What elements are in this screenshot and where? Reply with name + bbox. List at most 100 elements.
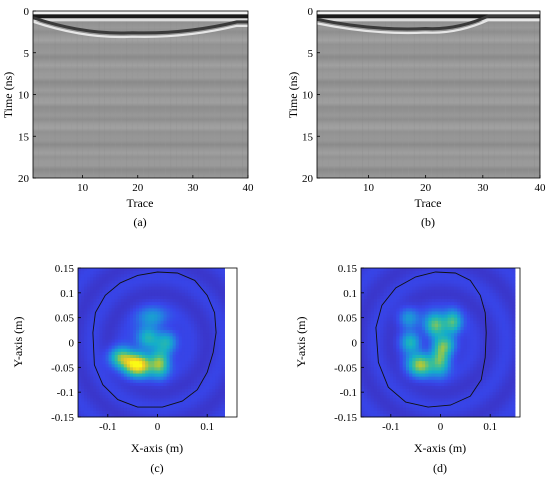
recon-cell [396, 268, 400, 272]
recon-cell [473, 392, 477, 396]
recon-cell [438, 345, 442, 350]
recon-cell [402, 311, 407, 315]
recon-cell [212, 379, 216, 384]
recon-cell [470, 364, 474, 368]
recon-cell [489, 385, 493, 390]
recon-cell [409, 336, 413, 340]
recon-cell [377, 326, 381, 331]
recon-cell [380, 299, 384, 303]
recon-cell [126, 389, 131, 393]
recon-cell [473, 295, 477, 300]
recon-cell [447, 370, 452, 374]
recon-cell [129, 295, 134, 300]
recon-cell [486, 413, 490, 418]
recon-cell [93, 407, 97, 412]
recon-cell [84, 364, 88, 368]
recon-cell [412, 407, 416, 412]
recon-cell [386, 342, 391, 347]
recon-cell [367, 410, 372, 415]
recon-cell [418, 277, 423, 281]
recon-cell [425, 311, 429, 315]
recon-cell [111, 289, 116, 294]
recon-cell [139, 395, 143, 399]
recon-cell [136, 367, 140, 371]
recon-cell [203, 289, 207, 294]
recon-cell [364, 317, 368, 322]
recon-cell [151, 410, 155, 415]
recon-cell [421, 348, 426, 353]
recon-cell [367, 345, 372, 350]
recon-cell [120, 308, 125, 312]
recon-cell [218, 361, 222, 365]
recon-cell [111, 373, 116, 378]
recon-cell [187, 342, 192, 347]
recon-cell [194, 302, 198, 306]
recon-cell [93, 299, 97, 303]
recon-cell [409, 407, 413, 412]
recon-cell [434, 280, 439, 284]
recon-cell [81, 401, 85, 405]
recon-cell [178, 271, 183, 275]
recon-cell [90, 361, 94, 365]
recon-cell [405, 361, 410, 365]
recon-cell [393, 361, 397, 365]
recon-cell [364, 401, 368, 405]
recon-cell [396, 311, 400, 315]
recon-cell [209, 361, 213, 365]
recon-cell [431, 385, 436, 390]
recon-cell [78, 323, 82, 328]
recon-cell [145, 317, 149, 322]
recon-cell [418, 367, 423, 371]
recon-cell [215, 305, 219, 309]
recon-cell [181, 333, 186, 337]
recon-cell [81, 280, 85, 284]
recon-cell [175, 274, 180, 278]
recon-cell [498, 379, 503, 384]
recon-cell [463, 404, 468, 409]
recon-cell [126, 382, 131, 387]
recon-cell [450, 379, 455, 384]
recon-cell [405, 364, 410, 368]
recon-cell [102, 320, 106, 325]
recon-cell [93, 286, 97, 291]
recon-cell [148, 283, 152, 288]
recon-cell [473, 358, 477, 362]
recon-cell [145, 271, 149, 275]
recon-cell [120, 311, 125, 315]
recon-cell [99, 283, 103, 288]
recon-cell [425, 382, 429, 387]
recon-cell [175, 320, 180, 325]
recon-cell [460, 289, 465, 294]
recon-cell [415, 339, 420, 343]
recon-cell [508, 317, 513, 322]
recon-cell [194, 336, 198, 340]
recon-cell [221, 376, 225, 381]
recon-cell [502, 342, 506, 347]
recon-cell [373, 367, 378, 371]
recon-cell [409, 370, 413, 374]
recon-cell [81, 361, 85, 365]
recon-cell [111, 292, 116, 297]
recon-cell [502, 351, 506, 356]
recon-cell [421, 367, 426, 371]
recon-cell [373, 351, 378, 356]
recon-cell [460, 339, 465, 343]
recon-cell [479, 351, 484, 356]
recon-cell [200, 314, 204, 319]
recon-cell [184, 289, 189, 294]
recon-cell [492, 401, 497, 405]
recon-cell [142, 333, 146, 337]
recon-cell [160, 333, 164, 337]
recon-cell [441, 305, 445, 309]
recon-cell [221, 342, 225, 347]
recon-cell [197, 280, 201, 284]
recon-cell [479, 292, 484, 297]
recon-cell [421, 351, 426, 356]
recon-cell [96, 354, 100, 359]
recon-cell [482, 289, 487, 294]
recon-cell [431, 367, 436, 371]
recon-cell [399, 317, 404, 322]
recon-cell [466, 401, 471, 405]
recon-cell [383, 379, 388, 384]
recon-cell [169, 289, 174, 294]
